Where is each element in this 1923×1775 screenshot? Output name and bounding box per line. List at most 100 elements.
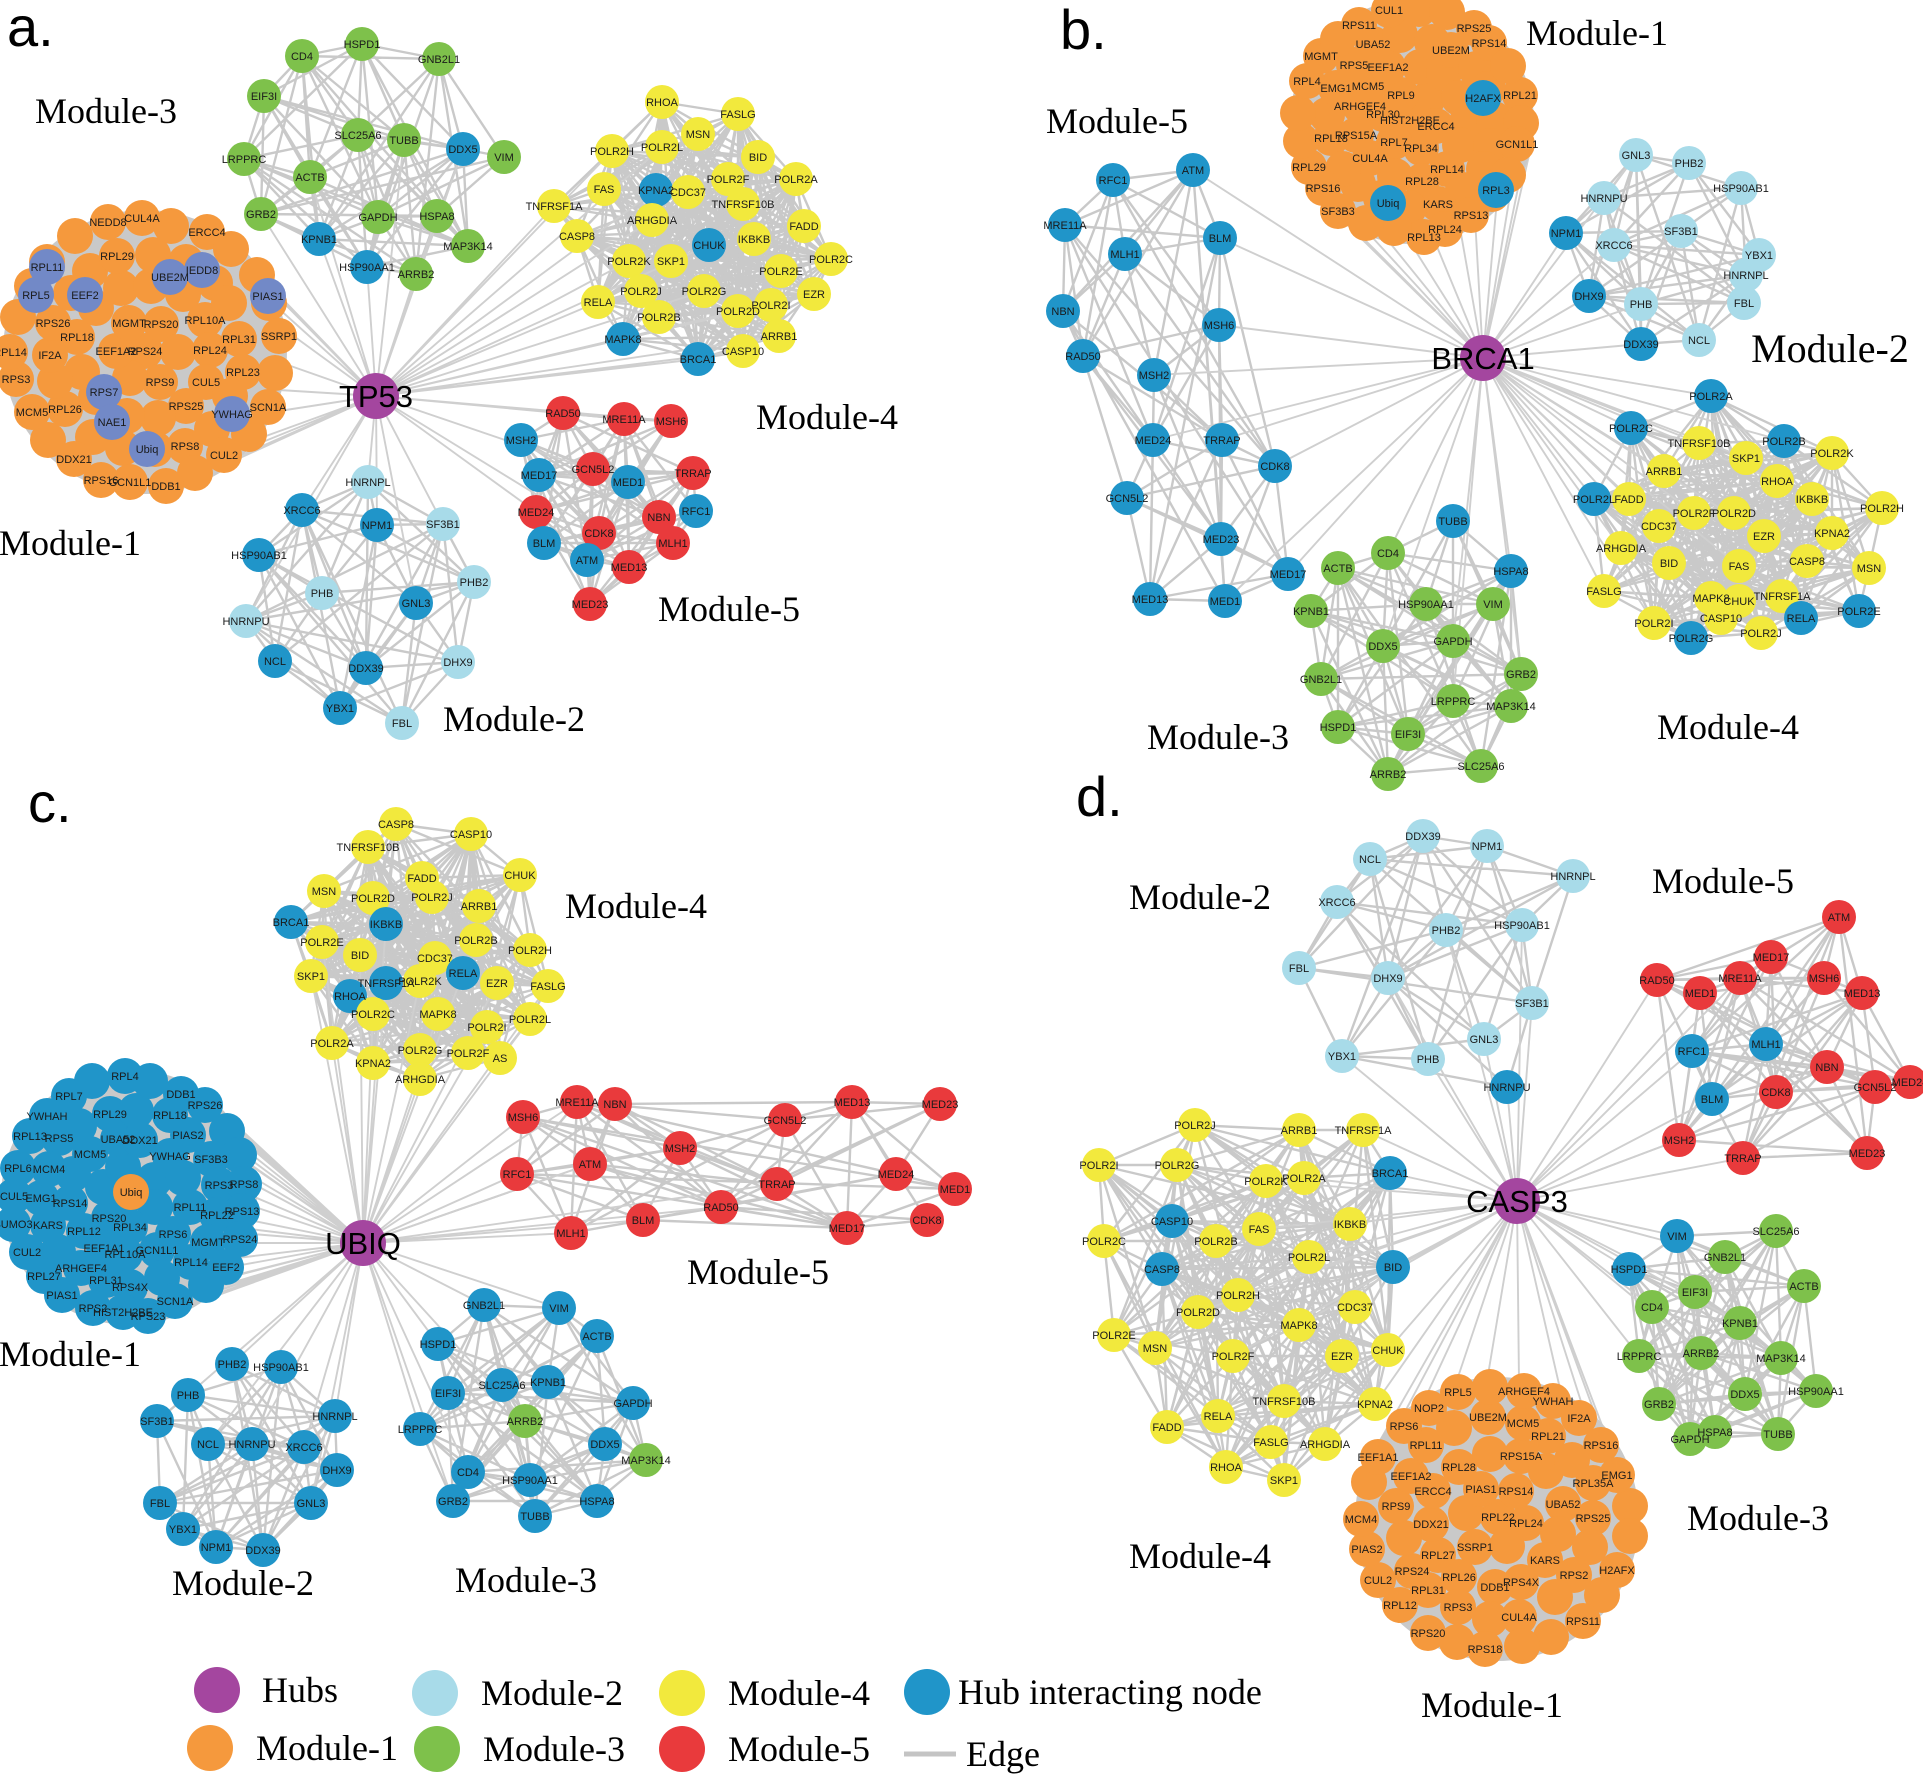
svg-text:POLR2L: POLR2L [1288,1252,1330,1264]
svg-text:CUL2: CUL2 [1364,1575,1392,1587]
svg-text:GCN5L2: GCN5L2 [764,1115,807,1127]
svg-text:EEF1A2: EEF1A2 [96,346,137,358]
svg-text:DHX9: DHX9 [1373,973,1402,985]
svg-text:MSH6: MSH6 [656,416,687,428]
svg-text:MED17: MED17 [829,1223,866,1235]
svg-text:TNFRSF10B: TNFRSF10B [1253,1396,1316,1408]
svg-text:POLR2D: POLR2D [351,893,395,905]
svg-text:RPL29: RPL29 [1292,162,1326,174]
svg-text:RPL29: RPL29 [100,251,134,263]
svg-text:RFC1: RFC1 [1678,1046,1707,1058]
svg-text:CUL2: CUL2 [210,450,238,462]
svg-text:MSN: MSN [686,129,711,141]
svg-text:RPL35A: RPL35A [1573,1478,1615,1490]
svg-text:MCM5: MCM5 [16,407,48,419]
svg-text:GAPDH: GAPDH [613,1398,652,1410]
svg-text:RPL12: RPL12 [1383,1600,1417,1612]
svg-text:HSPA8: HSPA8 [1697,1427,1732,1439]
svg-text:PHB2: PHB2 [218,1359,247,1371]
svg-text:Hubs: Hubs [262,1670,338,1710]
svg-text:SKP1: SKP1 [1270,1475,1298,1487]
svg-text:PHB: PHB [311,588,334,600]
svg-text:Module-3: Module-3 [35,91,177,131]
svg-text:PIAS2: PIAS2 [172,1130,203,1142]
svg-text:IF2A: IF2A [1567,1413,1591,1425]
svg-text:RAD50: RAD50 [703,1202,738,1214]
svg-text:RPS24: RPS24 [128,346,163,358]
svg-text:BRCA1: BRCA1 [1431,341,1534,376]
svg-text:POLR2B: POLR2B [454,935,497,947]
svg-text:RPL27: RPL27 [1421,1550,1455,1562]
svg-text:Module-5: Module-5 [687,1252,829,1292]
svg-text:MED1: MED1 [1210,596,1241,608]
svg-text:RFC1: RFC1 [1099,175,1128,187]
svg-text:FASLG: FASLG [1253,1437,1288,1449]
svg-text:Module-2: Module-2 [443,699,585,739]
svg-text:Module-3: Module-3 [455,1560,597,1600]
svg-text:NEDD8: NEDD8 [89,217,126,229]
svg-text:MED13: MED13 [1844,988,1881,1000]
svg-text:NBN: NBN [647,512,670,524]
svg-text:RPL10A: RPL10A [185,315,227,327]
svg-text:POLR2K: POLR2K [1244,1176,1288,1188]
svg-text:HSP90AB1: HSP90AB1 [231,550,287,562]
svg-text:MED23: MED23 [1203,534,1240,546]
svg-text:RHOA: RHOA [646,97,678,109]
svg-text:CDC37: CDC37 [1641,521,1677,533]
svg-text:GRB2: GRB2 [438,1496,468,1508]
svg-text:RPL24: RPL24 [193,345,227,357]
svg-text:IEDD8: IEDD8 [186,265,218,277]
svg-text:POLR2A: POLR2A [310,1038,354,1050]
svg-text:ARRB1: ARRB1 [1646,466,1683,478]
svg-text:TUBB: TUBB [520,1511,549,1523]
svg-text:HIST2H2BE: HIST2H2BE [1380,115,1440,127]
svg-text:CHUK: CHUK [1372,1345,1404,1357]
svg-text:GCN5L2: GCN5L2 [1854,1082,1897,1094]
svg-text:RPL22: RPL22 [1481,1512,1515,1524]
svg-text:POLR2I: POLR2I [751,300,790,312]
svg-text:GCN1L1: GCN1L1 [109,477,152,489]
svg-text:RPL31: RPL31 [1411,1585,1445,1597]
svg-text:SCN1A: SCN1A [157,1296,194,1308]
svg-text:GRB2: GRB2 [246,209,276,221]
svg-text:RPL18: RPL18 [60,332,94,344]
svg-text:EZR: EZR [1753,531,1775,543]
svg-text:DDX39: DDX39 [1405,831,1440,843]
svg-text:HSP90AA1: HSP90AA1 [1788,1386,1844,1398]
svg-text:RPS16: RPS16 [1306,183,1341,195]
svg-text:ARRB1: ARRB1 [1281,1125,1318,1137]
svg-text:FADD: FADD [1614,494,1643,506]
svg-text:MLH1: MLH1 [1110,249,1139,261]
svg-text:CHUK: CHUK [693,240,725,252]
svg-text:MAP3K14: MAP3K14 [1756,1353,1806,1365]
svg-text:GNL3: GNL3 [402,598,431,610]
svg-text:GCN1L1: GCN1L1 [1496,139,1539,151]
svg-text:POLR2A: POLR2A [774,174,818,186]
svg-text:Module-3: Module-3 [1147,717,1289,757]
svg-text:RPS24: RPS24 [1395,1566,1430,1578]
svg-text:CDC37: CDC37 [670,187,706,199]
svg-text:ACTB: ACTB [1323,563,1352,575]
svg-text:HSP90AB1: HSP90AB1 [253,1362,309,1374]
svg-text:RAD50: RAD50 [1639,975,1674,987]
svg-text:ARHGDIA: ARHGDIA [627,215,678,227]
svg-text:RPS13: RPS13 [1454,210,1489,222]
svg-text:CASP10: CASP10 [1151,1216,1193,1228]
svg-text:XRCC6: XRCC6 [285,1442,322,1454]
svg-text:KPNA2: KPNA2 [1814,528,1850,540]
svg-text:GAPDH: GAPDH [358,212,397,224]
svg-text:RPL30: RPL30 [1366,109,1400,121]
svg-text:SLC25A6: SLC25A6 [478,1380,525,1392]
svg-text:BID: BID [1660,558,1678,570]
svg-text:SLC25A6: SLC25A6 [334,130,381,142]
svg-text:MLH1: MLH1 [556,1228,585,1240]
svg-text:Module-2: Module-2 [1129,877,1271,917]
svg-text:RPL34: RPL34 [113,1222,147,1234]
svg-text:YWHAH: YWHAH [27,1111,68,1123]
svg-text:BRCA1: BRCA1 [1372,1168,1409,1180]
svg-text:RPS4X: RPS4X [112,1282,149,1294]
svg-text:b.: b. [1060,0,1107,61]
svg-text:MCM5: MCM5 [1352,81,1384,93]
svg-text:CDK8: CDK8 [1260,461,1289,473]
svg-text:POLR2H: POLR2H [590,146,634,158]
